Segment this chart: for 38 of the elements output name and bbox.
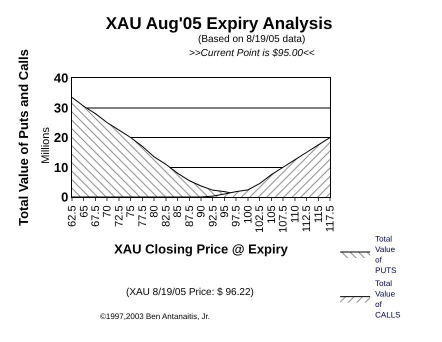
x-tick-label: 97.5 bbox=[230, 205, 243, 227]
chart-title: XAU Aug'05 Expiry Analysis bbox=[106, 14, 332, 33]
y-tick-label: 20 bbox=[54, 130, 68, 146]
x-tick-label: 87.5 bbox=[184, 205, 196, 227]
x-tick-label: 110 bbox=[289, 205, 302, 223]
x-tick-label: 67.5 bbox=[90, 205, 102, 227]
x-tick-label: 90 bbox=[196, 205, 208, 218]
text: (XAU 8/19/05 Price: $ 96.22) bbox=[126, 287, 254, 298]
text: >>Current Point is $95.00<< bbox=[189, 48, 315, 59]
y-tick-label: 10 bbox=[54, 160, 68, 175]
x-tick-label: 100 bbox=[242, 205, 254, 224]
legend-label: Total Value of PUTS bbox=[375, 234, 397, 275]
x-tick-label: 112.5 bbox=[301, 205, 314, 232]
x-tick-label: 75 bbox=[125, 205, 138, 218]
y-axis-title: Total Value of Puts and Calls bbox=[16, 49, 31, 226]
x-tick-label: 62.5 bbox=[66, 205, 79, 227]
y-tick-label: 40 bbox=[54, 70, 68, 86]
x-tick-label: 92.5 bbox=[207, 205, 220, 227]
x-tick-label: 82.5 bbox=[160, 205, 172, 227]
y-tick-label: 0 bbox=[61, 190, 68, 205]
x-tick-label: 72.5 bbox=[113, 205, 126, 227]
x-axis-title: XAU Closing Price @ Expiry bbox=[114, 242, 289, 257]
x-tick-label: 70 bbox=[102, 205, 114, 218]
text: Millions bbox=[40, 126, 52, 164]
x-tick-label: 115 bbox=[312, 205, 325, 223]
legend-label: Total Value of CALLS bbox=[375, 279, 401, 320]
x-tick-label: 65 bbox=[78, 205, 90, 218]
x-tick-label: 107.5 bbox=[278, 205, 290, 233]
text: ©1997,2003 Ben Antanaitis, Jr. bbox=[100, 312, 210, 321]
x-tick-label: 95 bbox=[219, 205, 232, 218]
x-tick-label: 85 bbox=[172, 205, 184, 218]
x-tick-label: 117.5 bbox=[324, 205, 337, 232]
chart-subtitle: (Based on 8/19/05 data) bbox=[198, 34, 306, 45]
x-tick-label: 77.5 bbox=[136, 205, 149, 227]
y-tick-label: 30 bbox=[54, 100, 68, 116]
x-tick-label: 102.5 bbox=[254, 205, 266, 233]
x-tick-label: 80 bbox=[148, 205, 161, 218]
x-tick-label: 105 bbox=[266, 205, 278, 224]
